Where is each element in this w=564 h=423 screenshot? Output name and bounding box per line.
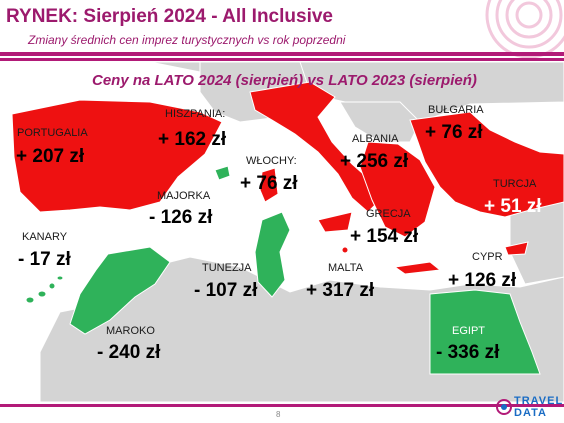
label-tunezja: TUNEZJA [202, 262, 252, 274]
page-number: 8 [276, 410, 281, 419]
footer-divider [0, 404, 564, 407]
value-tunezja: - 107 zł [194, 280, 258, 301]
label-grecja: GRECJA [366, 208, 411, 220]
country-tunisia [254, 211, 291, 298]
label-albania: ALBANIA [352, 133, 399, 145]
label-wlochy: WŁOCHY: [246, 155, 297, 167]
value-maroko: - 240 zł [97, 342, 161, 363]
value-cypr: + 126 zł [448, 270, 517, 291]
label-portugalia: PORTUGALIA [17, 127, 88, 139]
value-portugalia: + 207 zł [16, 146, 85, 167]
country-morocco [69, 246, 171, 335]
value-turcja: + 51 zł [484, 196, 542, 217]
value-kanary: - 17 zł [18, 249, 71, 270]
island-malta [341, 246, 349, 254]
country-spain-portugal [11, 99, 223, 213]
label-bulgaria: BUŁGARIA [428, 104, 484, 116]
value-bulgaria: + 76 zł [425, 122, 483, 143]
slide-subtitle: Zmiany średnich cen imprez turystycznych… [28, 33, 346, 47]
value-egipt: - 336 zł [436, 342, 500, 363]
value-majorka: - 126 zł [149, 207, 213, 228]
value-hiszpania: + 162 zł [158, 129, 227, 150]
island-canary-3 [48, 282, 56, 290]
label-hiszpania: HISZPANIA: [165, 108, 226, 120]
value-albania: + 256 zł [340, 151, 409, 172]
concentric-rings-decoration [485, 0, 564, 59]
country-albania-greece [359, 141, 436, 238]
label-egipt: EGIPT [452, 325, 486, 337]
island-canary-2 [37, 290, 47, 298]
land-balkans [339, 101, 421, 143]
country-egypt [429, 289, 541, 375]
label-kanary: KANARY [22, 231, 68, 243]
logo-text-bottom: DATA [514, 407, 547, 419]
map-title: Ceny na LATO 2024 (sierpień) vs LATO 202… [92, 72, 477, 89]
label-malta: MALTA [328, 262, 364, 274]
logo-text-top: TRAVEL [514, 395, 564, 407]
label-majorka: MAJORKA [157, 190, 211, 202]
island-canary-1 [25, 296, 35, 304]
island-mallorca [214, 165, 231, 181]
island-canary-4 [56, 275, 64, 281]
header-divider-bottom [0, 58, 564, 61]
island-cyprus [504, 241, 529, 256]
travel-data-logo: TRAVEL DATA [494, 395, 564, 421]
logo-globe-icon [496, 399, 512, 415]
island-sicily [317, 211, 353, 233]
value-malta: + 317 zł [306, 280, 375, 301]
country-bulgaria-turkey [409, 111, 564, 218]
slide-header: RYNEK: Sierpień 2024 - All Inclusive Zmi… [0, 0, 564, 64]
value-grecja: + 154 zł [350, 226, 419, 247]
mediterranean-map [0, 62, 564, 402]
slide-title: RYNEK: Sierpień 2024 - All Inclusive [6, 6, 333, 27]
label-cypr: CYPR [472, 251, 503, 263]
country-italy [249, 81, 381, 213]
value-wlochy: + 76 zł [240, 173, 298, 194]
island-sardinia [259, 167, 279, 203]
island-crete [393, 261, 442, 275]
label-maroko: MAROKO [106, 325, 155, 337]
label-turcja: TURCJA [493, 178, 537, 190]
header-divider-top [0, 52, 564, 56]
